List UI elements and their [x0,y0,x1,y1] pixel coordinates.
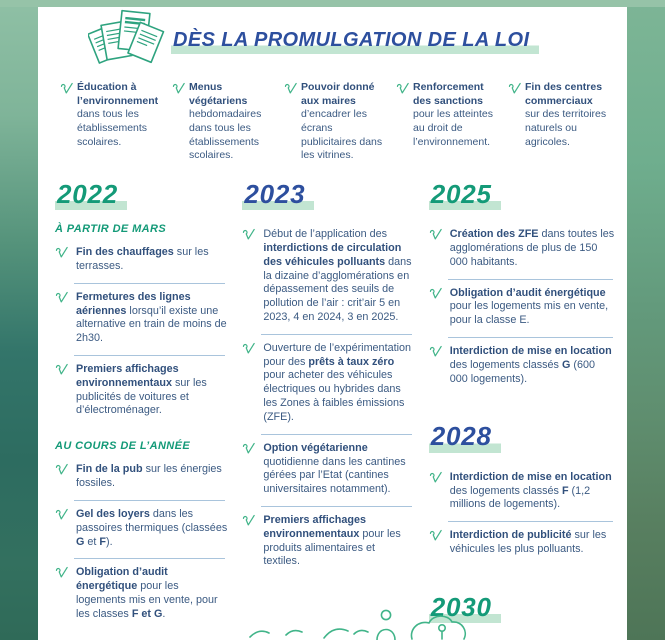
check-icon [284,82,297,100]
timeline-item-text: Gel des loyers dans les passoires thermi… [76,507,228,548]
check-icon [242,514,256,532]
check-icon [429,345,442,363]
timeline-item: Fermetures des lignes aériennes lorsqu’i… [55,282,227,355]
papers-icon [87,9,170,76]
check-icon [55,246,68,264]
check-icon [396,82,409,100]
check-icon [172,82,185,100]
timeline-item-text: Début de l’application des interdictions… [263,228,412,324]
timeline-item: Premiers affichages environnementaux pou… [242,505,413,578]
timeline-item-text: Premiers affichages environnementaux sur… [76,363,207,417]
timeline-item: Interdiction de publicité sur les véhicu… [429,521,615,566]
timeline-item-text: Option végétarienne quotidienne dans les… [263,441,406,496]
year-label: 2025 [428,179,501,211]
year-label: 2028 [428,422,501,453]
timeline-column-3: 2025 Création des ZFE dans toutes les agg… [428,179,615,640]
immediate-measure-text: Pouvoir donné aux maires d’encadrer les … [301,81,383,162]
timeline-column-1: 2022 À PARTIR DE MARS Fin des chauffages s… [55,179,228,640]
timeline-item-text: Obligation d’audit énergétique pour les … [76,566,218,620]
timeline-item: Premiers affichages environnementaux sur… [55,355,227,427]
page-title: DÈS LA PROMULGATION DE LA LOI [171,29,540,54]
immediate-measure-text: Renforcement des sanctions pour les atte… [413,81,493,148]
timeline-item: Début de l’application des interdictions… [242,220,413,334]
timeline-item-text: Fin des chauffages sur les terrasses. [76,246,209,272]
check-icon [429,529,442,547]
year-heading-2023: 2023 [242,179,413,211]
immediate-measure-text: Éducation à l’environnement dans tous le… [77,81,159,148]
check-icon [429,471,442,489]
timeline-item: Gel des loyers dans les passoires thermi… [55,499,228,558]
timeline-item: Option végétarienne quotidienne dans les… [242,433,413,506]
timeline-item: Fin des chauffages sur les terrasses. [55,238,227,283]
timeline-item: Interdiction de mise en location des log… [429,337,615,395]
year-heading-2025: 2025 [428,179,615,211]
period-subheading: À PARTIR DE MARS [55,223,167,236]
timeline-item: Ouverture de l’expérimentation pour des … [242,333,413,434]
check-icon [242,228,256,246]
year-heading-2028: 2028 [428,422,615,453]
year-heading-2030: 2030 [428,592,615,624]
timeline-item-text: Fermetures des lignes aériennes lorsqu’i… [76,290,227,345]
check-icon [55,508,68,526]
year-heading-2022: 2022 [55,179,227,211]
year-label: 2023 [242,179,315,211]
timeline-item-text: Interdiction de mise en location des log… [449,470,612,511]
immediate-measure-text: Menus végétariens hebdomadaires dans tou… [189,81,262,162]
check-icon [55,363,68,381]
top-photo-edge [0,0,665,7]
check-icon [55,566,68,584]
immediate-measure-item: Pouvoir donné aux maires d’encadrer les … [284,81,383,163]
check-icon [242,442,256,460]
timeline-item-text: Interdiction de publicité sur les véhicu… [449,529,607,555]
year-label: 2022 [55,179,128,211]
immediate-measure-item: Éducation à l’environnement dans tous le… [60,81,159,163]
timeline-item: Fin de la pub sur les énergies fossiles. [55,455,227,500]
timeline-item: Obligation d’audit énergétique pour les … [429,278,615,337]
timeline-item: Création des ZFE dans toutes les agglomé… [429,220,615,278]
check-icon [242,342,256,360]
check-icon [508,82,521,100]
immediate-measure-item: Renforcement des sanctions pour les atte… [396,81,495,163]
timeline-item-text: Premiers affichages environnementaux pou… [263,513,401,568]
timeline-item: Obligation d’audit énergétique pour les … [55,558,227,630]
immediate-measure-item: Menus végétariens hebdomadaires dans tou… [172,81,271,163]
header: DÈS LA PROMULGATION DE LA LOI [38,7,627,73]
year-label: 2030 [428,592,501,624]
period-subheading: AU COURS DE L’ANNÉE [55,440,191,453]
check-icon [55,463,68,481]
check-icon [55,291,68,309]
content-card: DÈS LA PROMULGATION DE LA LOI Éducation … [38,7,627,640]
bottom-decorative-icons [246,607,481,640]
right-photo-edge [627,0,665,640]
check-icon [429,228,442,246]
timeline-item-text: Fin de la pub sur les énergies fossiles. [76,463,222,490]
timeline-item-text: Ouverture de l’expérimentation pour des … [263,341,411,423]
timeline-item-text: Interdiction de mise en location des log… [449,345,612,385]
immediate-measures-row: Éducation à l’environnement dans tous le… [38,73,627,163]
check-icon [429,287,442,305]
timeline-item: Interdiction de mise en location des log… [429,463,615,521]
immediate-measure-item: Fin des centres commerciaux sur des terr… [508,81,607,163]
immediate-measure-text: Fin des centres commerciaux sur des terr… [525,81,607,148]
check-icon [60,82,73,100]
timeline-column-2: 2023 Début de l’application des interdict… [242,179,413,578]
left-photo-edge [0,0,38,640]
timeline: 2022 À PARTIR DE MARS Fin des chauffages s… [38,163,627,640]
timeline-item-text: Création des ZFE dans toutes les agglomé… [449,228,615,268]
timeline-item-text: Obligation d’audit énergétique pour les … [449,286,609,327]
